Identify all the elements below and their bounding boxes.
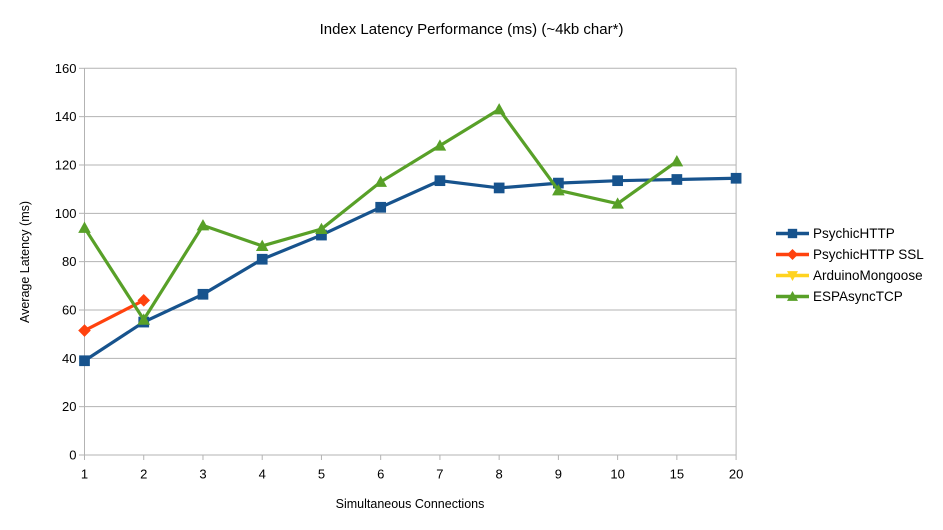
legend-marker-square-icon [776,228,809,239]
legend-label: PsychicHTTP SSL [813,247,924,262]
data-point-square [553,177,564,189]
x-tick-label: 4 [259,467,266,482]
x-tick-label: 20 [729,467,743,482]
y-tick-label: 60 [62,302,76,317]
legend-label: ESPAsyncTCP [813,289,903,304]
data-point-diamond [78,324,91,337]
x-axis-title: Simultaneous Connections [335,497,485,511]
data-point-triangle-down [787,271,798,281]
data-point-square [434,175,446,187]
x-tick-label: 15 [670,467,684,482]
data-point-triangle-up [78,221,91,233]
data-point-triangle-up [255,239,269,251]
data-point-triangle-up [787,291,798,301]
data-point-square [375,201,387,213]
y-axis-title: Average Latency (ms) [18,200,32,324]
y-tick-label: 160 [55,61,77,76]
data-point-triangle-up [670,155,684,167]
data-point-square [730,172,742,184]
legend-entry-psychichttp-ssl: PsychicHTTP SSL [776,244,924,265]
data-point-square [493,182,505,194]
series-line [83,176,737,363]
data-point-diamond [787,249,798,260]
y-tick-label: 120 [55,157,77,172]
data-point-triangle-up [433,139,447,151]
data-point-triangle-up [611,197,624,209]
x-tick-label: 1 [81,467,88,482]
data-point-square [79,355,90,367]
x-tick-label: 6 [377,467,384,482]
data-point-triangle-up [315,222,328,235]
y-tick-label: 0 [69,448,76,463]
data-point-square [197,288,209,300]
series-espasynctcp [78,103,684,325]
x-tick-label: 3 [199,467,206,482]
data-point-square [671,174,683,185]
legend-entry-psychichttp: PsychicHTTP [776,223,924,244]
data-point-square [316,229,327,241]
y-tick-label: 40 [62,351,76,366]
x-tick-label: 10 [610,467,624,482]
legend-marker-triangle-down-icon [776,271,809,281]
data-point-triangle-up [137,313,151,325]
data-point-triangle-up [492,103,506,115]
data-point-diamond [137,294,151,307]
y-tick-label: 20 [62,399,76,414]
y-tick-label: 80 [62,254,76,269]
x-tick-label: 8 [496,467,503,482]
data-point-square [256,253,268,265]
data-point-triangle-up [552,184,565,196]
x-tick-label: 9 [555,467,562,482]
y-tick-label: 140 [55,109,77,124]
legend-label: PsychicHTTP [813,226,895,241]
data-point-square [787,228,798,239]
chart-title: Index Latency Performance (ms) (~4kb cha… [319,21,624,38]
x-tick-label: 7 [436,467,443,482]
data-point-triangle-up [196,219,210,231]
legend-entry-espasynctcp: ESPAsyncTCP [776,286,924,307]
legend-marker-triangle-up-icon [776,291,809,301]
data-point-square [612,175,623,187]
x-tick-label: 5 [318,467,325,482]
legend: PsychicHTTP PsychicHTTP SSL ArduinoMongo… [776,223,924,307]
y-tick-label: 100 [55,206,77,221]
data-point-triangle-up [374,175,387,187]
legend-label: ArduinoMongoose [813,268,923,283]
series-line [83,107,678,323]
legend-marker-diamond-icon [776,249,809,260]
legend-entry-arduinomongoose: ArduinoMongoose [776,265,924,286]
x-tick-label: 2 [140,467,147,482]
series-psychichttp [79,172,742,367]
